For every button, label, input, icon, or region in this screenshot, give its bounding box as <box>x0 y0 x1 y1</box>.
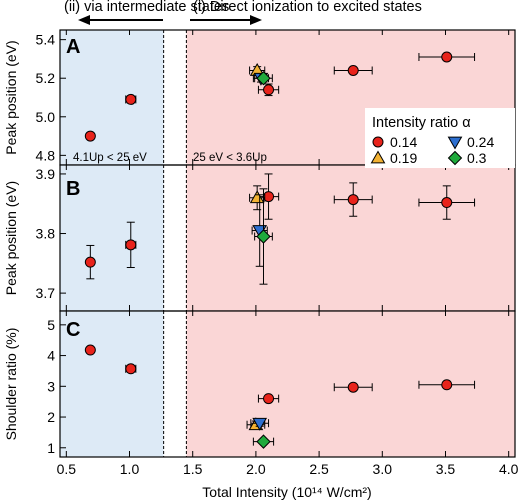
x-tick-label: 3.5 <box>436 461 456 477</box>
y-tick-label: 1 <box>47 440 55 456</box>
data-point-circle <box>441 197 453 209</box>
data-point-circle <box>441 51 453 63</box>
data-point-circle <box>441 379 453 391</box>
x-axis-title: Total Intensity (10¹⁴ W/cm²) <box>202 484 371 500</box>
region-direct <box>186 165 515 311</box>
y-tick-label: 3.9 <box>36 166 56 182</box>
legend-box <box>365 108 515 168</box>
data-point-circle <box>347 381 359 393</box>
legend-marker-triangle-down <box>447 136 463 150</box>
panel-letter: A <box>66 36 80 58</box>
region-note-intermediate: 4.1Up < 25 eV <box>73 152 147 164</box>
top-label-direct: (i) Direct ionization to excited states <box>193 0 422 15</box>
top-label-intermediate: (ii) via intermediate states <box>64 0 229 15</box>
x-tick-label: 0.5 <box>57 461 77 477</box>
x-tick-label: 3.0 <box>373 461 393 477</box>
y-axis-title: Peak position (eV) <box>3 181 19 295</box>
panel-letter: C <box>66 319 80 341</box>
legend-title: Intensity ratio α <box>372 115 471 131</box>
y-tick-label: 3.8 <box>36 226 56 242</box>
y-axis-title: Shoulder ratio (%) <box>3 328 19 441</box>
data-point-circle <box>263 84 275 96</box>
data-point-triangle-up <box>249 190 265 204</box>
legend-marker-circle <box>372 136 384 148</box>
y-tick-label: 4 <box>47 348 55 364</box>
legend-marker-triangle-up <box>370 150 386 164</box>
y-tick-label: 2 <box>47 409 55 425</box>
legend-label: 0.19 <box>390 150 417 166</box>
data-point-circle <box>84 130 96 142</box>
data-point-triangle-down <box>252 417 268 431</box>
legend-label: 0.24 <box>467 134 494 150</box>
y-tick-label: 3.7 <box>36 285 56 301</box>
y-tick-label: 3 <box>47 378 55 394</box>
legend-label: 0.3 <box>467 150 487 166</box>
data-point-diamond <box>256 71 271 86</box>
panel-c: 1 2 3 4 5 0.5 1.0 1.5 2.0 2.5 3.0 3.5 4.0 Shoulder ra… <box>3 310 519 477</box>
data-point-circle <box>125 93 137 105</box>
legend: Intensity ratio α 0.14 0.24 0.19 0.3 <box>365 108 515 168</box>
x-tick-label: 1.0 <box>120 461 140 477</box>
region-note-direct: 25 eV < 3.6Up <box>193 152 267 164</box>
legend-label: 0.14 <box>390 134 417 150</box>
data-point-circle <box>84 256 96 268</box>
y-axis-title: Peak position (eV) <box>3 40 19 154</box>
panel-a: 4.8 5.0 5.2 5.4 Peak position (eV) A 4.1Up < 2… <box>3 29 516 166</box>
y-tick-label: 5.0 <box>36 109 56 125</box>
y-tick-label: 5 <box>47 317 55 333</box>
data-point-circle <box>347 65 359 76</box>
y-tick-label: 4.8 <box>36 147 56 163</box>
x-tick-label: 4.0 <box>499 461 519 477</box>
region-intermediate <box>60 165 164 311</box>
data-point-circle <box>125 239 137 251</box>
top-annotations: (ii) via intermediate states (i) Direct … <box>64 0 422 25</box>
legend-marker-diamond <box>447 150 463 166</box>
x-tick-label: 1.5 <box>183 461 203 477</box>
region-intermediate <box>60 30 164 165</box>
y-tick-label: 5.2 <box>36 70 56 86</box>
data-point-diamond <box>256 434 271 449</box>
data-point-diamond <box>256 229 271 244</box>
x-tick-label: 2.0 <box>246 461 266 477</box>
data-point-circle <box>347 194 359 206</box>
panel-frame <box>59 310 516 458</box>
right-arrow-icon <box>190 15 262 25</box>
data-point-circle <box>263 393 275 405</box>
y-tick-label: 5.4 <box>36 32 56 48</box>
panel-letter: B <box>66 178 80 200</box>
x-tick-label: 2.5 <box>309 461 329 477</box>
data-point-circle <box>84 344 96 356</box>
region-intermediate <box>60 311 164 457</box>
left-arrow-icon <box>78 15 163 25</box>
data-point-circle <box>125 363 137 375</box>
panel-b: 3.7 3.8 3.9 Peak position (eV) B <box>3 164 516 312</box>
